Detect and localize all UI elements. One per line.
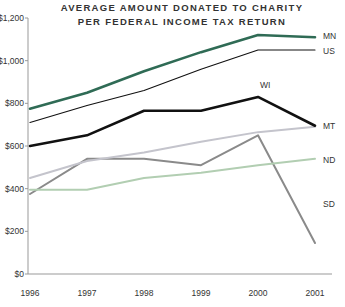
title: AVERAGE AMOUNT DONATED TO CHARITY — [61, 2, 304, 13]
chart: AVERAGE AMOUNT DONATED TO CHARITY PER FED… — [0, 0, 345, 307]
y-tick — [25, 103, 28, 104]
y-tick — [25, 146, 28, 147]
x-tick-label: 1997 — [78, 288, 97, 298]
series-label: SD — [323, 199, 335, 209]
x-axis — [28, 274, 332, 275]
y-tick-label: $400 — [5, 184, 24, 194]
x-tick-label: 1999 — [192, 288, 211, 298]
y-tick — [25, 274, 28, 275]
y-tick-label: $800 — [5, 98, 24, 108]
series-line — [30, 97, 315, 146]
y-tick-label: $200 — [5, 226, 24, 236]
x-tick-label: 1998 — [135, 288, 154, 298]
plot-area — [30, 35, 315, 243]
y-tick-label: $600 — [5, 141, 24, 151]
y-tick-label: $1,000 — [0, 56, 24, 66]
x-tick-label: 2001 — [306, 288, 325, 298]
series-label: WI — [260, 80, 270, 90]
y-tick — [25, 231, 28, 232]
title: PER FEDERAL INCOME TAX RETURN — [78, 16, 286, 27]
y-tick-label: $0 — [15, 269, 25, 279]
series-line — [30, 159, 315, 190]
y-tick — [25, 60, 28, 61]
series-label: MN — [323, 31, 336, 41]
series-line — [30, 127, 315, 178]
series-line — [30, 35, 315, 109]
x-tick-label: 2000 — [249, 288, 268, 298]
x-tick-label: 1996 — [21, 288, 40, 298]
series-label: US — [323, 46, 335, 56]
series-label: ND — [323, 155, 335, 165]
y-tick-label: $1,200 — [0, 13, 24, 23]
y-tick — [25, 18, 28, 19]
series-label: MT — [323, 121, 335, 131]
y-tick — [25, 188, 28, 189]
series-line — [30, 135, 315, 243]
